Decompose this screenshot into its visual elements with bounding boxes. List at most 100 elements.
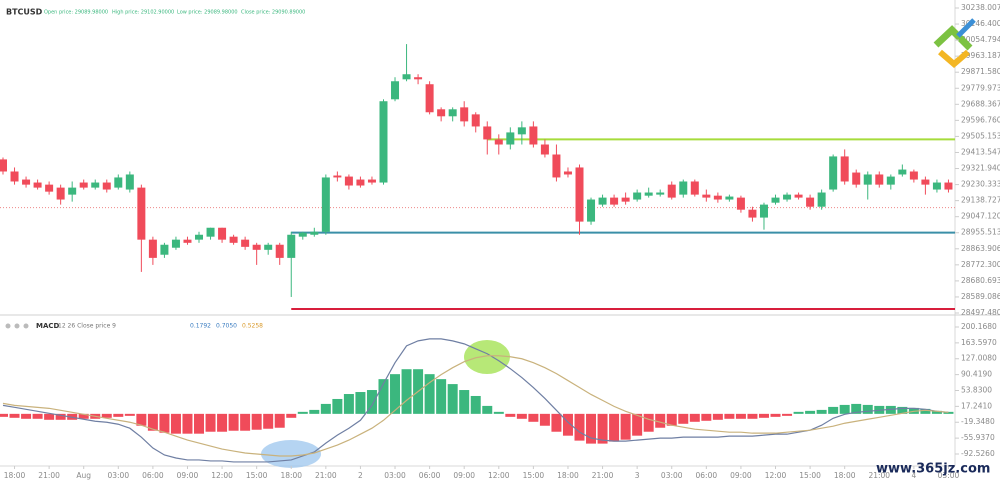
highlight-ellipse bbox=[464, 340, 510, 374]
icon[interactable] bbox=[23, 323, 29, 329]
macd-readout: 0.5258 bbox=[242, 323, 263, 330]
icon[interactable] bbox=[14, 323, 20, 329]
watermark: www.365jz.com bbox=[876, 462, 990, 477]
candle-body bbox=[852, 172, 861, 185]
x-tick-label: 06:00 bbox=[419, 471, 441, 480]
candle-body bbox=[356, 179, 365, 186]
y-tick-label: 29321.94040 bbox=[961, 164, 1000, 173]
candle-body bbox=[160, 244, 169, 255]
y-tick-label: 90.4190 bbox=[961, 370, 992, 379]
histogram-bar bbox=[597, 413, 608, 444]
y-tick-label: 29596.76050 bbox=[961, 115, 1000, 124]
candle-body bbox=[725, 196, 734, 200]
histogram-bar bbox=[805, 410, 816, 414]
candle-body bbox=[56, 187, 65, 200]
macd-line bbox=[2, 338, 949, 463]
y-tick-label: 200.1680 bbox=[961, 322, 997, 331]
candle-body bbox=[736, 197, 745, 210]
x-tick-label: 18:00 bbox=[557, 471, 579, 480]
candle-body bbox=[367, 179, 376, 183]
x-tick-label: 09:00 bbox=[453, 471, 475, 480]
candle-body bbox=[287, 234, 296, 258]
macd-params: 12 26 Close price 9 bbox=[58, 323, 116, 330]
x-tick-label: 21:00 bbox=[868, 471, 890, 480]
histogram-bar bbox=[101, 413, 112, 418]
y-tick-label: 29871.58060 bbox=[961, 67, 1000, 76]
histogram-bar bbox=[436, 379, 447, 414]
candle-body bbox=[483, 126, 492, 140]
icon[interactable] bbox=[5, 323, 11, 329]
x-tick-label: 2 bbox=[358, 471, 363, 480]
histogram-bar bbox=[459, 390, 470, 414]
histogram-bar bbox=[516, 413, 527, 419]
x-tick-label: 15:00 bbox=[246, 471, 268, 480]
histogram-bar bbox=[609, 413, 620, 442]
candle-body bbox=[229, 236, 238, 243]
x-tick-label: 06:00 bbox=[142, 471, 164, 480]
histogram-bar bbox=[217, 413, 228, 432]
histogram-bar bbox=[632, 413, 643, 436]
y-tick-label: 28589.08680 bbox=[961, 292, 1000, 301]
candle-body bbox=[252, 244, 261, 250]
y-tick-label: 29230.33370 bbox=[961, 180, 1000, 189]
candle-body bbox=[241, 239, 250, 247]
histogram-bar bbox=[251, 413, 262, 430]
candle-body bbox=[379, 101, 388, 183]
histogram-bar bbox=[240, 413, 251, 431]
histogram-bar bbox=[378, 379, 389, 414]
macd-title: MACD bbox=[36, 322, 60, 330]
x-tick-label: 18:00 bbox=[280, 471, 302, 480]
candle-body bbox=[414, 77, 423, 80]
x-tick-label: 21:00 bbox=[592, 471, 614, 480]
y-tick-label: 28497.48010 bbox=[961, 308, 1000, 317]
x-tick-label: 09:00 bbox=[730, 471, 752, 480]
candle-body bbox=[0, 159, 7, 172]
y-tick-label: -55.9370 bbox=[961, 433, 995, 442]
histogram-bar bbox=[332, 398, 343, 414]
histogram-bar bbox=[793, 411, 804, 414]
x-tick-label: 18:00 bbox=[834, 471, 856, 480]
candle-body bbox=[218, 227, 227, 240]
histogram-bar bbox=[286, 413, 297, 418]
candle-body bbox=[10, 171, 19, 182]
candle-body bbox=[886, 176, 895, 185]
y-tick-label: 30054.79400 bbox=[961, 35, 1000, 44]
candle-body bbox=[494, 139, 503, 145]
candle-body bbox=[552, 154, 561, 178]
histogram-bar bbox=[194, 413, 205, 434]
candle-body bbox=[22, 179, 31, 185]
candle-body bbox=[656, 192, 665, 195]
y-tick-label: 28680.69350 bbox=[961, 276, 1000, 285]
histogram-bar bbox=[55, 413, 66, 420]
candle-body bbox=[425, 84, 434, 113]
histogram-bar bbox=[136, 413, 147, 426]
logo-v bbox=[938, 49, 970, 68]
candle-body bbox=[91, 182, 100, 188]
candle-body bbox=[863, 174, 872, 185]
x-tick-label: 03:00 bbox=[384, 471, 406, 480]
candle-body bbox=[125, 174, 134, 190]
x-tick-label: 12:00 bbox=[211, 471, 233, 480]
histogram-bar bbox=[655, 413, 666, 428]
histogram-bar bbox=[297, 411, 308, 414]
histogram-bar bbox=[309, 409, 320, 414]
histogram-bar bbox=[159, 413, 170, 433]
x-tick-label: 3 bbox=[635, 471, 640, 480]
histogram-bar bbox=[124, 413, 135, 416]
histogram-bar bbox=[862, 404, 873, 414]
candle-body bbox=[33, 182, 42, 188]
candle-body bbox=[794, 194, 803, 198]
y-tick-label: 30146.40070 bbox=[961, 19, 1000, 28]
candle-body bbox=[817, 192, 826, 207]
histogram-bar bbox=[505, 413, 516, 417]
histogram-bar bbox=[44, 413, 55, 420]
histogram-bar bbox=[574, 413, 585, 441]
candle-body bbox=[598, 197, 607, 205]
logo-slash bbox=[956, 18, 976, 38]
macd-readout: 0.7050 bbox=[216, 323, 237, 330]
candle-body bbox=[206, 227, 215, 237]
y-tick-label: 29047.12030 bbox=[961, 212, 1000, 221]
histogram-bar bbox=[228, 413, 239, 431]
candle-body bbox=[195, 234, 204, 240]
